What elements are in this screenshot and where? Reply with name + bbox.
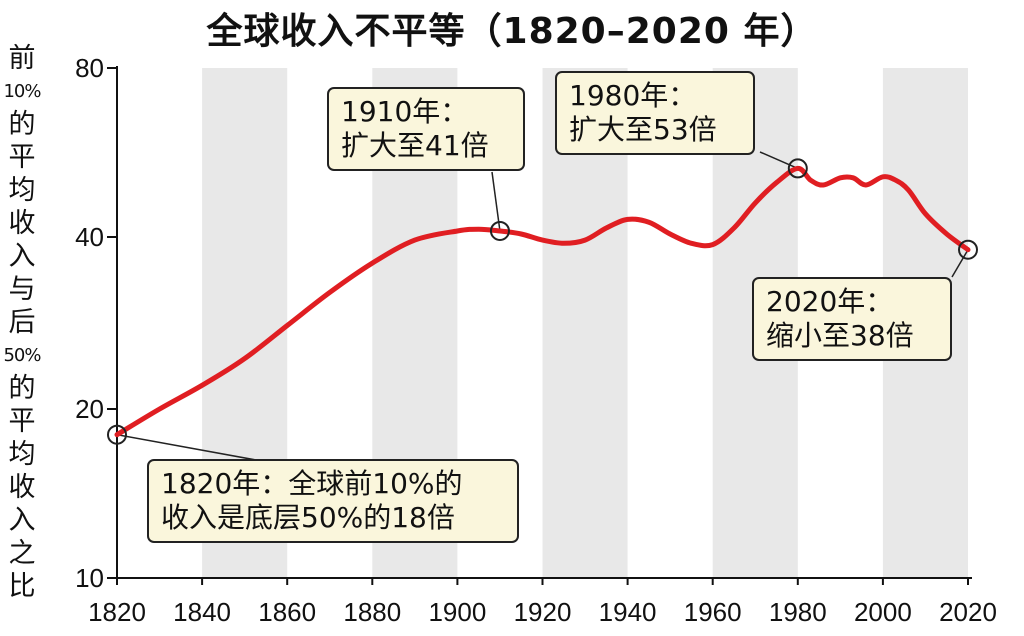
y-label-char: 收 xyxy=(8,208,36,239)
y-label-char: 平 xyxy=(8,142,36,173)
annotation-line: 扩大至53倍 xyxy=(569,113,717,146)
y-tick-label: 20 xyxy=(75,394,104,424)
y-label-char: 入 xyxy=(8,505,36,536)
y-tick-label: 40 xyxy=(75,222,104,252)
y-label-char: 的 xyxy=(8,109,36,140)
x-tick-label: 1980 xyxy=(769,597,827,627)
y-tick-label: 10 xyxy=(75,563,104,593)
x-tick-label: 1880 xyxy=(343,597,401,627)
x-tick-labels: 1820 1840 1860 1880 1900 1920 1940 1960 1980 2000… xyxy=(88,597,997,627)
y-label-char: 与 xyxy=(8,274,36,305)
y-label-char: 后 xyxy=(8,307,36,338)
axes xyxy=(107,66,972,585)
y-label-char: 平 xyxy=(8,406,36,437)
highlight-marker xyxy=(787,158,808,179)
annotation-line: 1910年： xyxy=(341,95,469,128)
y-label-char: 50% xyxy=(3,345,41,366)
highlight-marker xyxy=(107,424,127,445)
y-label-char: 比 xyxy=(8,571,36,602)
x-tick-label: 1960 xyxy=(684,597,742,627)
annotation-1910: 1910年： 扩大至41倍 xyxy=(327,87,525,171)
annotation-line: 1980年： xyxy=(569,79,697,112)
y-label-char: 10% xyxy=(3,81,41,102)
x-tick-label: 1920 xyxy=(514,597,572,627)
y-label-char: 均 xyxy=(8,439,36,470)
y-label-char: 均 xyxy=(8,175,36,206)
chart-title: 全球收入不平等（1820–2020 年） xyxy=(206,11,818,52)
annotation-1820: 1820年：全球前10%的 收入是底层50%的18倍 xyxy=(147,459,519,543)
highlight-marker xyxy=(958,239,978,260)
x-tick-label: 2020 xyxy=(939,597,997,627)
highlight-marker xyxy=(489,220,510,241)
annotation-1980: 1980年： 扩大至53倍 xyxy=(555,71,755,155)
y-label-char: 的 xyxy=(8,373,36,404)
annotation-line: 缩小至38倍 xyxy=(766,319,914,352)
series-line xyxy=(114,165,971,438)
annotation-line: 1820年：全球前10%的 xyxy=(161,467,463,500)
y-tick-label: 80 xyxy=(75,53,104,83)
annotation-connector xyxy=(951,249,969,278)
y-tick-labels: 80 40 20 10 xyxy=(75,53,104,593)
y-label-char: 前 xyxy=(8,43,36,74)
y-label-char: 之 xyxy=(8,538,36,569)
y-label-char: 入 xyxy=(8,241,36,272)
annotation-line: 收入是底层50%的18倍 xyxy=(161,501,455,534)
x-tick-label: 2000 xyxy=(854,597,912,627)
x-tick-label: 1940 xyxy=(599,597,657,627)
x-tick-label: 1840 xyxy=(173,597,231,627)
annotation-line: 扩大至41倍 xyxy=(341,129,489,162)
annotation-connector xyxy=(759,151,799,170)
highlight-markers xyxy=(107,158,978,445)
annotation-line: 2020年： xyxy=(766,285,894,318)
x-tick-label: 1820 xyxy=(88,597,146,627)
annotation-2020: 2020年： 缩小至38倍 xyxy=(752,277,952,361)
x-tick-label: 1900 xyxy=(428,597,486,627)
y-axis-label: 前 10% 的 平 均 收 入 与 后 50% 的 平 均 收 入 之 比 xyxy=(0,42,44,603)
x-tick-label: 1860 xyxy=(258,597,316,627)
y-label-char: 收 xyxy=(8,472,36,503)
